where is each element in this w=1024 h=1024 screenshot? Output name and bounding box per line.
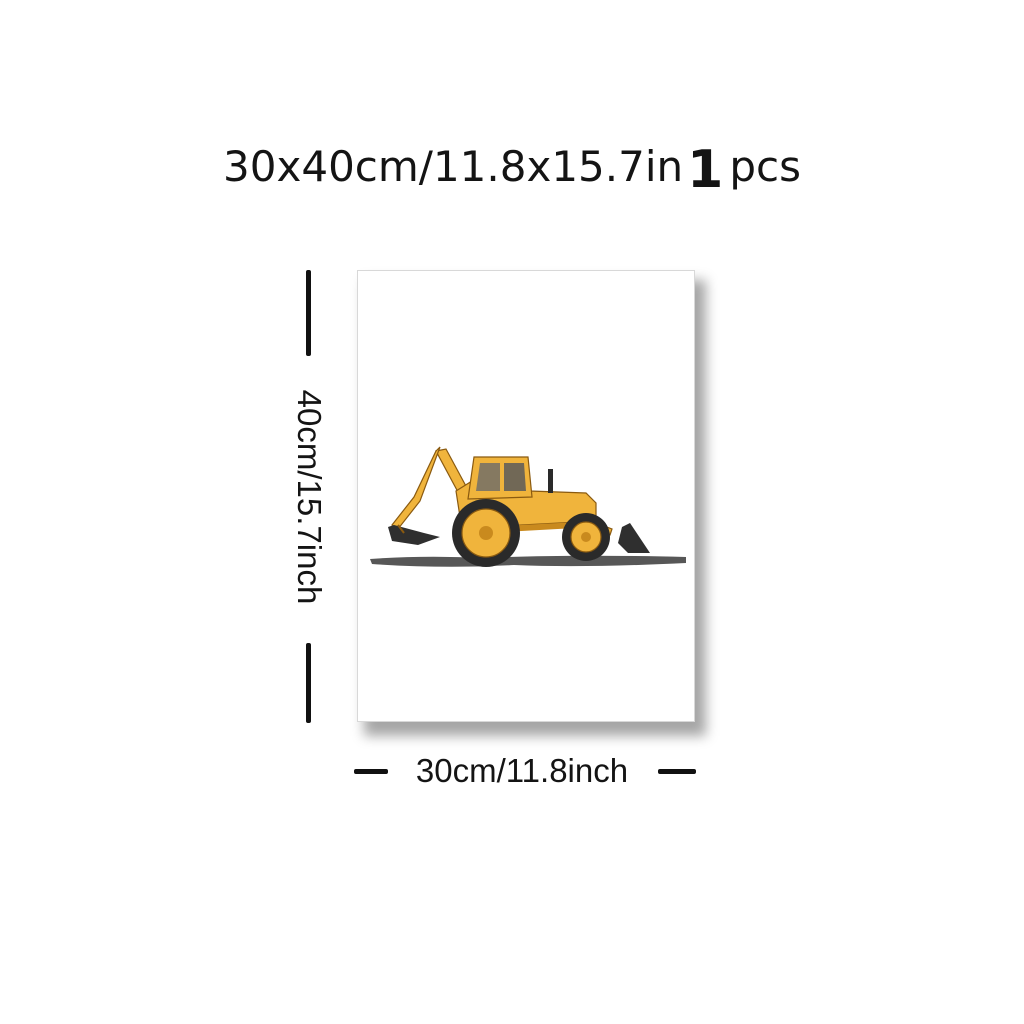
size-title: 30x40cm/11.8x15.7in1 pcs bbox=[0, 136, 1024, 198]
size-text: 30x40cm/11.8x15.7in bbox=[223, 142, 684, 191]
quantity-number: 1 bbox=[687, 140, 724, 200]
width-dimension-label: 30cm/11.8inch bbox=[415, 752, 629, 789]
front-wheel bbox=[562, 513, 610, 561]
ground-shadow bbox=[370, 555, 686, 567]
quantity-unit: pcs bbox=[729, 142, 801, 191]
height-dimension-bar-bottom bbox=[306, 643, 311, 723]
canvas-poster bbox=[357, 270, 695, 722]
width-dimension-bar-left bbox=[354, 769, 388, 774]
rear-wheel bbox=[452, 499, 520, 567]
height-dimension-bar-top bbox=[306, 270, 311, 356]
backhoe-loader-illustration bbox=[370, 446, 686, 567]
height-dimension-label: 40cm/15.7inch bbox=[291, 389, 328, 605]
width-dimension-bar-right bbox=[658, 769, 696, 774]
